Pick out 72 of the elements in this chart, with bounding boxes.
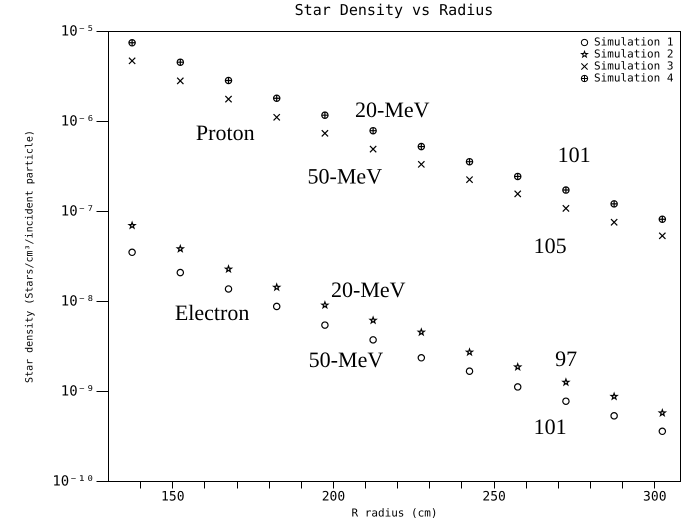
point xyxy=(658,215,666,223)
x-tick-label: 150 xyxy=(161,490,185,504)
point xyxy=(418,354,426,362)
legend-label: Simulation 3 xyxy=(594,60,674,72)
legend-label: Simulation 4 xyxy=(594,72,674,84)
legend-label: Simulation 1 xyxy=(594,36,674,48)
point xyxy=(658,428,666,436)
point xyxy=(176,268,184,276)
annotation: Electron xyxy=(174,300,250,326)
x-tick-label: 200 xyxy=(322,490,346,504)
point xyxy=(610,412,618,420)
point xyxy=(272,302,280,310)
annotation: 20-MeV xyxy=(355,97,430,122)
point xyxy=(466,348,474,356)
point xyxy=(369,336,377,344)
point xyxy=(321,130,329,138)
x-axis-title: R radius (cm) xyxy=(351,506,438,520)
chart-title: Star Density vs Radius xyxy=(294,1,494,19)
point xyxy=(610,218,618,226)
y-tick-label: 10⁻¹⁰ xyxy=(52,474,94,490)
x-tick-label: 250 xyxy=(482,490,506,504)
point xyxy=(658,232,666,240)
annotation: 20-MeV xyxy=(330,277,406,302)
point xyxy=(128,39,136,47)
point xyxy=(658,409,666,416)
annotation: 50-MeV xyxy=(308,346,384,372)
point xyxy=(514,190,522,198)
x-tick-label: 300 xyxy=(643,490,667,504)
point xyxy=(224,76,232,84)
point xyxy=(128,248,136,256)
point xyxy=(369,145,377,153)
annotation: 105 xyxy=(534,233,567,258)
annotation: 101 xyxy=(558,142,591,168)
point xyxy=(272,114,280,122)
point xyxy=(176,245,184,252)
point xyxy=(418,160,426,168)
point xyxy=(224,95,232,103)
y-tick-label: 10⁻⁸ xyxy=(60,294,94,310)
point xyxy=(466,158,474,166)
y-tick-label: 10⁻⁶ xyxy=(60,114,94,130)
y-axis-title: Star density (Stars/cm³/incident particle) xyxy=(24,130,36,383)
point xyxy=(466,176,474,184)
point xyxy=(128,222,136,229)
point xyxy=(514,383,522,391)
annotation: Proton xyxy=(196,120,255,146)
point xyxy=(321,111,329,119)
point xyxy=(176,77,184,85)
point xyxy=(369,126,377,134)
point xyxy=(610,200,618,208)
point xyxy=(466,367,474,375)
point xyxy=(562,186,570,194)
annotation: 97 xyxy=(555,346,578,372)
legend-label: Simulation 2 xyxy=(594,48,674,60)
y-tick-label: 10⁻⁹ xyxy=(60,384,94,400)
point xyxy=(562,204,570,212)
point xyxy=(321,321,329,329)
point xyxy=(514,172,522,180)
annotation: 50-MeV xyxy=(308,163,382,188)
point xyxy=(562,397,570,405)
y-tick-label: 10⁻⁵ xyxy=(60,24,94,40)
point xyxy=(176,58,184,66)
point xyxy=(418,142,426,150)
point xyxy=(514,363,522,370)
point xyxy=(224,285,232,293)
point xyxy=(272,94,280,102)
y-tick-label: 10⁻⁷ xyxy=(60,204,94,220)
point xyxy=(128,57,136,65)
annotation: 101 xyxy=(534,414,567,439)
point xyxy=(610,392,618,400)
point xyxy=(321,301,329,308)
point xyxy=(224,265,232,272)
point xyxy=(418,328,425,336)
